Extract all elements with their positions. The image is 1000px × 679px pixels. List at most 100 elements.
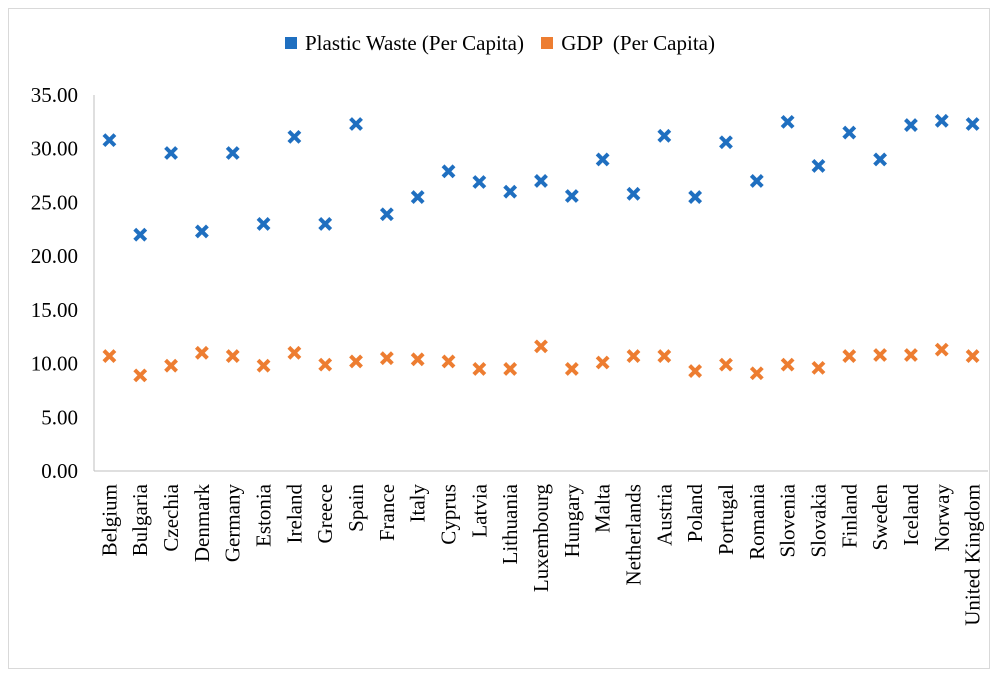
x-tick-label: Austria	[652, 483, 676, 546]
gdp-point	[318, 357, 333, 372]
gdp-point	[256, 358, 271, 373]
x-tick-label: Lithuania	[498, 483, 522, 564]
y-tick-label: 10.00	[31, 352, 78, 376]
legend-swatch-gdp	[541, 37, 554, 49]
gdp-point	[133, 368, 148, 383]
plastic-waste-point	[873, 152, 888, 167]
gdp-point	[934, 342, 949, 357]
legend-item-plastic-waste: Plastic Waste (Per Capita)	[285, 31, 524, 56]
plastic-waste-point	[349, 117, 363, 131]
y-tick-label: 5.00	[41, 405, 78, 429]
plastic-waste-point	[287, 129, 302, 144]
gdp-point	[287, 345, 302, 360]
x-tick-label: Denmark	[190, 484, 214, 563]
gdp-point	[719, 357, 733, 372]
plastic-waste-point	[194, 224, 209, 239]
plastic-waste-point	[811, 158, 826, 173]
gdp-point	[472, 362, 487, 376]
gdp-point	[410, 352, 425, 367]
x-tick-label: Bulgaria	[128, 483, 152, 556]
plastic-waste-point	[410, 190, 425, 204]
y-tick-label: 20.00	[31, 244, 78, 268]
plastic-waste-point	[164, 146, 178, 160]
x-tick-label: Germany	[221, 484, 245, 563]
gdp-point	[379, 351, 394, 366]
x-tick-label: Finland	[837, 484, 861, 549]
x-tick-label: Sweden	[868, 484, 892, 551]
gdp-point	[164, 358, 178, 373]
x-tick-label: Romania	[745, 483, 769, 559]
plastic-waste-point	[379, 207, 394, 222]
gdp-point	[688, 364, 703, 379]
gdp-point	[349, 354, 363, 369]
plastic-waste-point	[780, 114, 795, 129]
plastic-waste-point	[102, 133, 117, 148]
x-tick-label: Netherlands	[621, 484, 645, 585]
x-tick-label: United Kingdom	[961, 484, 985, 626]
gdp-point	[595, 355, 610, 370]
plastic-waste-point	[842, 125, 857, 140]
x-tick-label: Portugal	[714, 484, 738, 555]
plastic-waste-point	[441, 164, 456, 179]
x-tick-label: Norway	[930, 484, 954, 552]
gdp-point	[564, 362, 579, 376]
gdp-point	[749, 366, 764, 381]
x-tick-label: Latvia	[467, 483, 491, 537]
gdp-point	[842, 349, 857, 363]
plastic-waste-point	[626, 186, 641, 201]
gdp-point	[811, 360, 826, 375]
gdp-point	[102, 349, 117, 363]
x-tick-label: Greece	[313, 484, 337, 543]
plastic-waste-point	[133, 227, 148, 242]
chart-frame	[8, 8, 990, 669]
x-tick-label: Slovakia	[806, 483, 830, 557]
x-tick-label: Poland	[683, 484, 707, 543]
plastic-waste-point	[472, 175, 487, 189]
gdp-point	[904, 348, 918, 362]
legend-item-gdp: GDP (Per Capita)	[541, 31, 715, 56]
gdp-point	[225, 349, 240, 363]
legend-label-gdp: GDP (Per Capita)	[561, 30, 715, 55]
plastic-waste-point	[503, 184, 518, 199]
gdp-point	[780, 357, 795, 372]
x-tick-label: Belgium	[97, 484, 121, 556]
legend-label-plastic-waste: Plastic Waste (Per Capita)	[305, 30, 524, 55]
chart-legend: Plastic Waste (Per Capita) GDP (Per Capi…	[0, 30, 1000, 56]
x-tick-label: Spain	[344, 484, 368, 532]
legend-swatch-plastic-waste	[285, 37, 297, 49]
plastic-waste-point	[225, 146, 240, 160]
x-tick-label: Slovenia	[776, 483, 800, 557]
y-tick-label: 30.00	[31, 137, 78, 161]
gdp-point	[626, 349, 641, 363]
gdp-point	[965, 349, 980, 363]
plastic-waste-point	[934, 113, 949, 128]
plastic-waste-point	[564, 189, 579, 203]
x-tick-label: Italy	[406, 484, 430, 523]
plastic-waste-point	[719, 135, 733, 150]
y-tick-label: 15.00	[31, 298, 78, 322]
x-tick-label: France	[375, 484, 399, 541]
gdp-point	[534, 339, 548, 354]
x-tick-label: Luxembourg	[529, 484, 553, 593]
plastic-waste-point	[256, 216, 271, 231]
x-tick-label: Iceland	[899, 484, 923, 546]
x-tick-label: Czechia	[159, 483, 183, 551]
gdp-point	[873, 348, 888, 362]
y-tick-label: 35.00	[31, 83, 78, 107]
x-tick-label: Ireland	[282, 484, 306, 544]
x-tick-label: Cyprus	[437, 484, 461, 545]
plastic-waste-point	[904, 118, 918, 132]
plastic-waste-point	[318, 216, 333, 231]
y-tick-label: 25.00	[31, 190, 78, 214]
y-tick-label: 0.00	[41, 459, 78, 483]
gdp-point	[657, 349, 672, 363]
plastic-waste-point	[749, 174, 764, 188]
plastic-waste-point	[688, 190, 703, 204]
x-tick-label: Hungary	[560, 484, 584, 558]
gdp-point	[503, 362, 518, 376]
plastic-waste-point	[657, 128, 672, 143]
plastic-waste-point	[595, 152, 610, 167]
gdp-point	[194, 345, 209, 360]
x-tick-label: Malta	[591, 483, 615, 533]
